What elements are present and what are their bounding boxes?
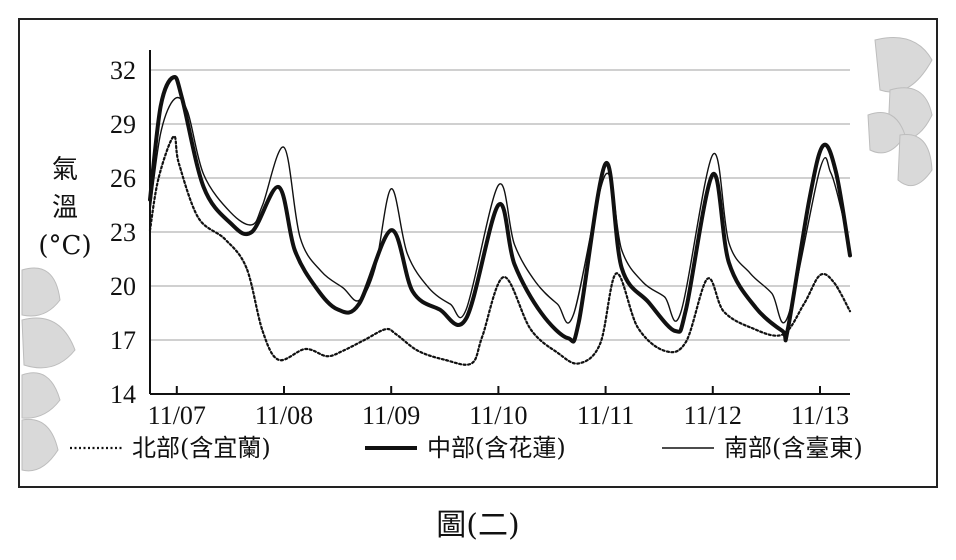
x-tick-label: 11/08 — [255, 401, 313, 430]
y-axis-label-text: (°C) — [38, 231, 91, 261]
y-tick-label: 17 — [110, 326, 136, 355]
y-tick-label: 23 — [110, 218, 136, 247]
x-tick-label: 11/12 — [684, 401, 742, 430]
y-tick-label: 26 — [110, 164, 136, 193]
y-axis: 32 29 26 23 20 17 14 — [110, 50, 151, 409]
leaf-decoration — [21, 37, 933, 472]
x-tick-label: 11/09 — [362, 401, 420, 430]
x-tick-label: 11/07 — [148, 401, 206, 430]
legend-label: 南部(含臺東) — [724, 434, 863, 462]
legend-label: 中部(含花蓮) — [427, 434, 566, 462]
y-tick-label: 32 — [110, 56, 136, 85]
figure-caption: 圖(二) — [436, 508, 520, 543]
x-tick-label: 11/11 — [577, 401, 634, 430]
x-tick-label: 11/13 — [791, 401, 849, 430]
chart-frame: 32 29 26 23 20 17 14 11/07 11/08 11/09 11/10 11/11… — [18, 18, 938, 488]
y-tick-label: 20 — [110, 272, 136, 301]
series-line-thick — [148, 75, 852, 344]
x-tick-label: 11/10 — [469, 401, 527, 430]
y-axis-label-text: 溫 — [52, 193, 78, 223]
line-chart: 32 29 26 23 20 17 14 11/07 11/08 11/09 11/10 11/11… — [21, 37, 933, 472]
series-line-thin — [149, 96, 851, 324]
y-axis-label: 氣溫 (°C) — [38, 155, 91, 261]
x-axis: 11/07 11/08 11/09 11/10 11/11 11/12 11/13 — [148, 386, 850, 430]
series-line-dotted — [148, 135, 852, 366]
y-tick-label: 29 — [110, 110, 136, 139]
series-lines — [148, 75, 852, 366]
legend-label: 北部(含宜蘭) — [132, 434, 271, 462]
legend: 北部(含宜蘭) 中部(含花蓮) 南部(含臺東) — [70, 434, 863, 462]
y-tick-label: 14 — [110, 380, 136, 409]
y-axis-label-text: 氣 — [52, 155, 78, 185]
